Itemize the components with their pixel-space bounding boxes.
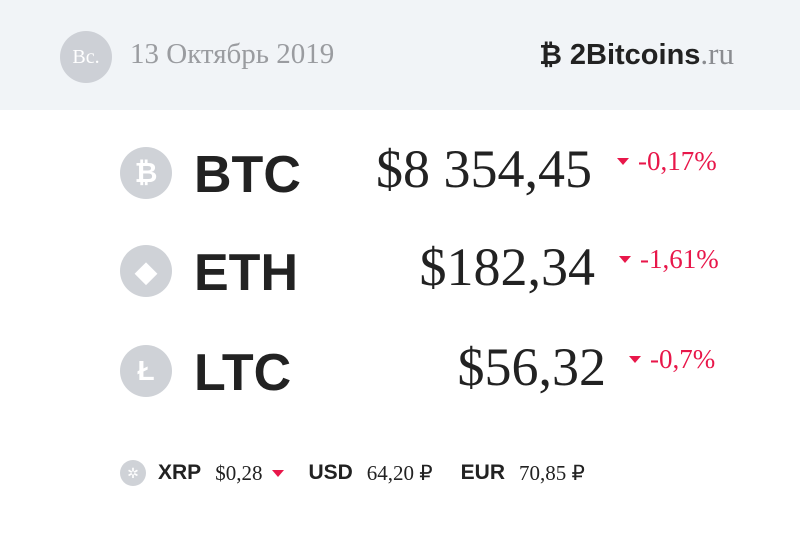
litecoin-icon: Ł (120, 345, 172, 397)
eur-value: 70,85 ₽ (519, 460, 585, 485)
coin-row-btc: ₿ BTC $8 354,45 -0,17% (0, 138, 800, 208)
bitcoin-logo-icon: ₿ (539, 39, 562, 70)
down-triangle-icon (272, 469, 285, 477)
header: Вс. 13 Октябрь 2019 ₿ 2Bitcoins .ru (0, 0, 800, 110)
eur-label: EUR (460, 461, 505, 484)
down-triangle-icon (629, 356, 641, 363)
coin-price: $8 354,45 (376, 139, 592, 199)
ethereum-icon: ◆ (120, 245, 172, 297)
brand-name: 2Bitcoins (569, 39, 701, 71)
usd-label: USD (308, 461, 353, 484)
change-value: -0,17% (638, 146, 717, 176)
weekday-badge: Вс. (60, 31, 112, 83)
xrp-label: XRP (158, 461, 202, 484)
coin-change: -0,7% (629, 344, 715, 375)
coin-row-eth: ◆ ETH $182,34 -1,61% (0, 236, 800, 306)
xrp-value: $0,28 (215, 460, 263, 485)
coin-ticker: ETH (194, 244, 298, 302)
coin-ticker: BTC (194, 146, 301, 204)
down-triangle-icon (619, 256, 631, 263)
coin-row-ltc: Ł LTC $56,32 -0,7% (0, 336, 800, 406)
coin-ticker: LTC (194, 344, 292, 402)
usd-value: 64,20 ₽ (366, 460, 433, 485)
coin-change: -0,17% (617, 146, 717, 177)
down-triangle-icon (617, 158, 629, 165)
coin-price: $56,32 (457, 337, 607, 397)
brand-logo[interactable]: ₿ 2Bitcoins .ru (539, 36, 734, 72)
bitcoin-icon: ₿ (120, 147, 172, 199)
ripple-icon: ✲ (120, 460, 146, 486)
bottom-rates: ✲ XRP $0,28 USD 64,20 ₽ EUR 70,85 ₽ (120, 459, 585, 487)
coin-price: $182,34 (419, 237, 596, 297)
change-value: -1,61% (640, 244, 719, 274)
date-label: 13 Октябрь 2019 (130, 38, 335, 70)
coin-change: -1,61% (619, 244, 719, 275)
change-value: -0,7% (650, 344, 716, 374)
brand-tld: .ru (700, 36, 734, 71)
